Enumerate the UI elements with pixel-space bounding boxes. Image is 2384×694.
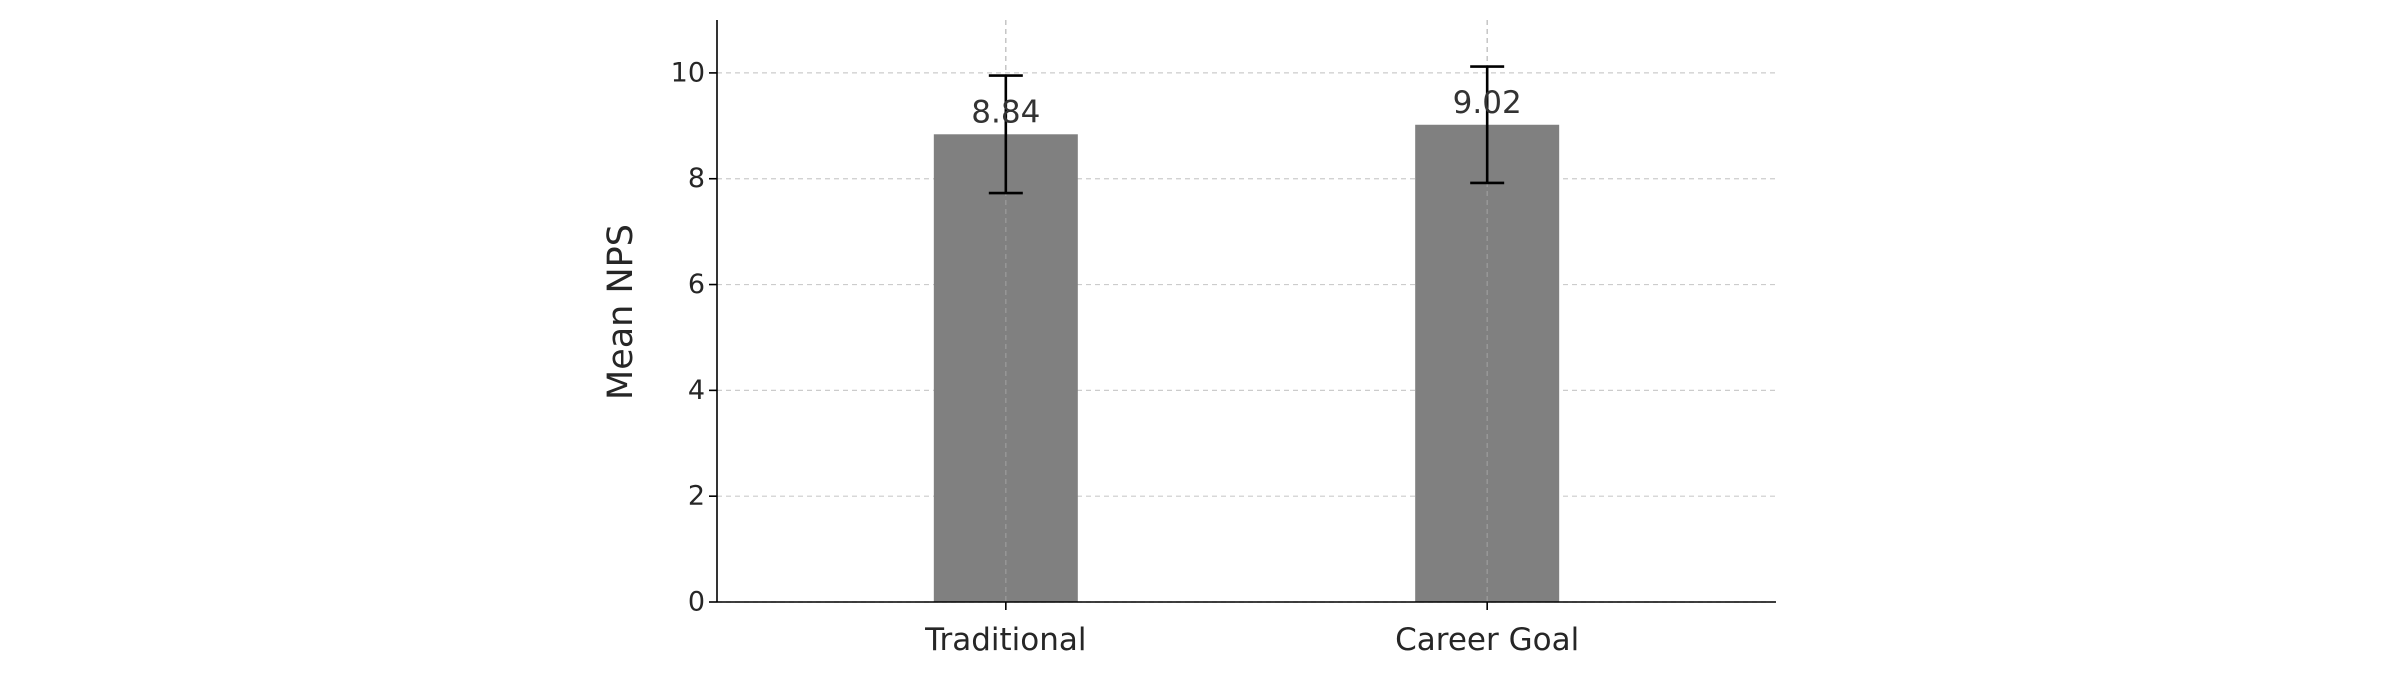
y-tick-label: 6 bbox=[688, 269, 705, 300]
value-label: 9.02 bbox=[1453, 85, 1522, 121]
y-tick-label: 10 bbox=[671, 57, 705, 88]
y-tick-label: 0 bbox=[688, 587, 705, 618]
value-label-layer: 8.84 9.02 bbox=[971, 85, 1521, 131]
bar-layer bbox=[933, 20, 1560, 602]
y-tick-label: 4 bbox=[688, 375, 705, 406]
x-tick-label: Traditional bbox=[924, 622, 1086, 658]
x-tick-layer: Traditional Career Goal bbox=[924, 602, 1579, 658]
y-axis-title: Mean NPS bbox=[601, 224, 641, 400]
error-bar-layer bbox=[988, 65, 1505, 195]
axis-layer bbox=[716, 20, 1776, 603]
value-label: 8.84 bbox=[971, 94, 1040, 130]
grid-layer bbox=[717, 20, 1776, 603]
y-tick-label: 8 bbox=[688, 163, 705, 194]
y-tick-label: 2 bbox=[688, 481, 705, 512]
y-tick-layer: 0 2 4 6 8 10 bbox=[671, 57, 717, 618]
x-tick-label: Career Goal bbox=[1395, 622, 1579, 658]
